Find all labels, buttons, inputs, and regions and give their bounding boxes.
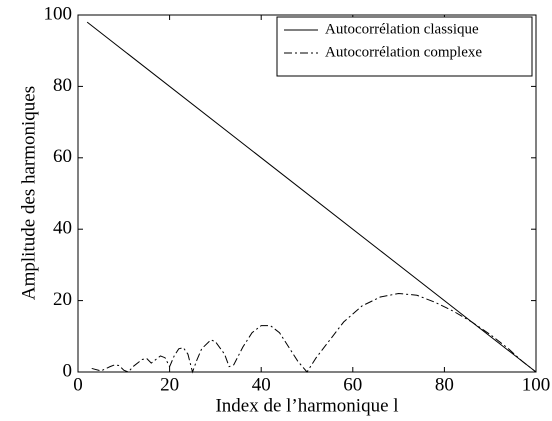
y-tick-label: 80 <box>53 75 72 96</box>
y-tick-label: 20 <box>53 289 72 310</box>
y-tick-label: 60 <box>53 146 72 167</box>
x-tick-label: 0 <box>73 374 83 395</box>
series-line <box>86 21 537 373</box>
legend-box <box>276 16 533 77</box>
x-tick-label: 80 <box>435 374 454 395</box>
x-tick-label: 40 <box>252 374 271 395</box>
legend-label: Autocorrélation classique <box>325 21 479 37</box>
legend-label: Autocorrélation complexe <box>325 44 482 60</box>
y-tick-label: 0 <box>63 360 73 381</box>
x-tick-label: 60 <box>343 374 362 395</box>
x-tick-label: 20 <box>160 374 179 395</box>
y-tick-label: 40 <box>53 218 72 239</box>
x-tick-label: 100 <box>522 374 551 395</box>
y-axis-label: Amplitude des harmoniques <box>18 86 39 300</box>
y-tick-label: 100 <box>44 3 73 24</box>
series-line <box>91 292 537 374</box>
x-axis-label: Index de l’harmonique l <box>215 395 398 416</box>
